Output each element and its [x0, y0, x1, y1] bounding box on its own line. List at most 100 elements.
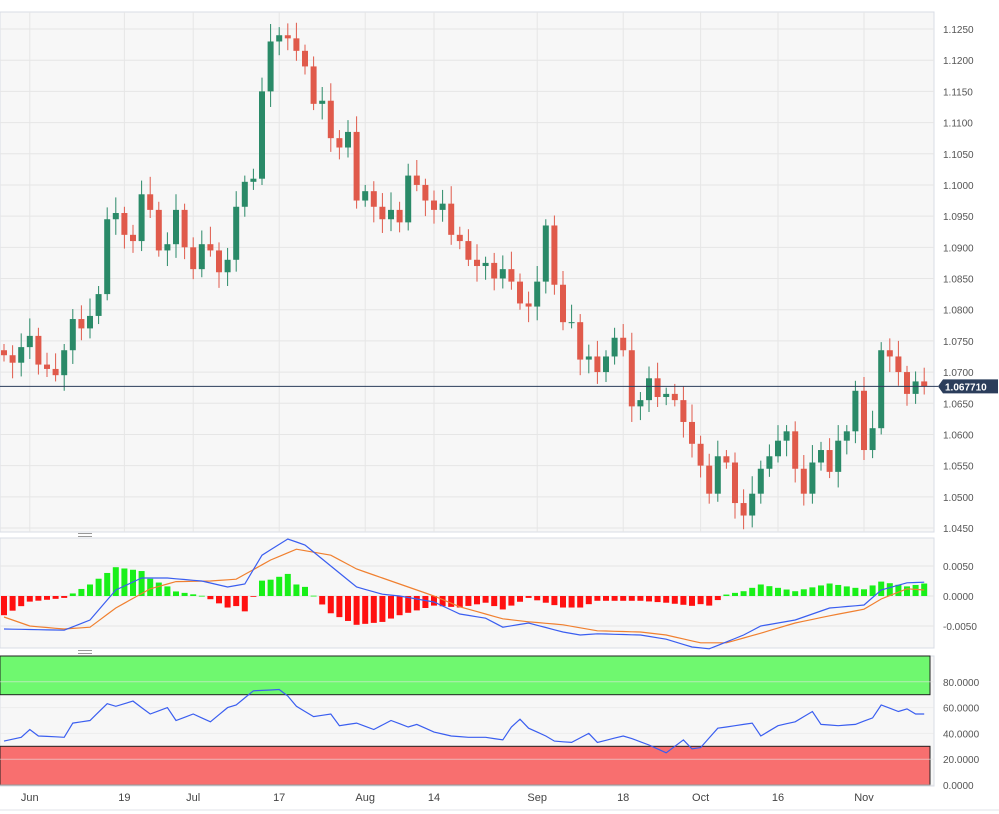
last-price-label: 1.067710 — [945, 382, 987, 393]
candle-up — [198, 244, 205, 270]
macd-histogram-bar — [319, 596, 326, 605]
macd-histogram-bar — [1, 596, 7, 616]
price-tick-label: 1.0800 — [943, 306, 974, 317]
macd-histogram-bar — [35, 596, 42, 601]
macd-histogram-bar — [620, 596, 627, 601]
macd-histogram-bar — [138, 571, 145, 596]
candle-up — [112, 213, 119, 220]
macd-histogram-bar — [87, 584, 93, 596]
candle-up — [250, 178, 257, 182]
candle-down — [9, 355, 16, 363]
macd-signal-line — [3, 548, 925, 644]
macd-histogram-bar — [517, 596, 523, 602]
x-tick-label: 19 — [118, 792, 130, 804]
panel-resize-handle — [78, 536, 92, 537]
candle-up — [534, 281, 541, 307]
macd-histogram-bar — [155, 582, 162, 596]
macd-histogram-bar — [508, 596, 515, 606]
candle-up — [499, 269, 506, 279]
macd-histogram-bar — [560, 596, 566, 608]
macd-histogram-bar — [44, 596, 50, 600]
candle-down — [1, 350, 7, 356]
macd-histogram-bar — [370, 596, 377, 623]
candle-down — [921, 381, 928, 387]
price-tick-label: 1.0500 — [943, 493, 974, 504]
macd-histogram-bar — [611, 596, 618, 601]
price-tick-label: 1.0550 — [943, 462, 974, 473]
macd-histogram-bar — [603, 596, 609, 601]
candle-down — [895, 356, 902, 373]
candle-down — [654, 378, 661, 398]
macd-histogram-bar — [714, 596, 721, 601]
candle-down — [396, 209, 403, 223]
macd-histogram-bar — [499, 596, 506, 610]
rsi-tick-label: 40.0000 — [943, 729, 980, 740]
x-tick-label: 14 — [428, 792, 440, 804]
candle-up — [173, 209, 179, 245]
candle-down — [121, 213, 128, 235]
macd-histogram-bar — [826, 583, 833, 596]
candle-up — [852, 390, 859, 432]
macd-histogram-bar — [9, 596, 16, 611]
candle-down — [723, 456, 730, 463]
candle-up — [319, 100, 326, 104]
candle-up — [714, 456, 721, 494]
candle-up — [646, 378, 652, 401]
macd-histogram-bar — [336, 596, 343, 618]
candle-up — [388, 209, 394, 220]
price-tick-label: 1.1150 — [943, 87, 973, 98]
candle-down — [310, 66, 317, 104]
candle-down — [181, 209, 188, 248]
macd-histogram-bar — [181, 592, 188, 596]
candle-up — [775, 440, 781, 457]
candle-down — [413, 175, 420, 185]
macd-histogram-bar — [895, 584, 902, 596]
macd-histogram-bar — [413, 596, 420, 611]
macd-histogram-bar — [878, 581, 885, 596]
price-tick-label: 1.1100 — [943, 119, 973, 130]
macd-histogram-bar — [61, 596, 68, 598]
candle-down — [628, 350, 635, 407]
candle-down — [706, 465, 713, 494]
candle-down — [886, 350, 893, 357]
macd-histogram-bar — [190, 594, 197, 596]
candle-up — [611, 337, 618, 357]
x-tick-label: Jun — [21, 792, 39, 804]
candle-up — [345, 131, 351, 148]
macd-histogram-bar — [680, 596, 687, 605]
candle-up — [482, 262, 489, 267]
macd-histogram-bar — [396, 596, 403, 616]
macd-histogram-bar — [637, 596, 644, 601]
candle-down — [448, 203, 455, 235]
macd-tick-label: -0.0050 — [943, 622, 977, 633]
macd-histogram-bar — [757, 584, 764, 596]
candle-down — [525, 303, 532, 307]
candle-up — [663, 393, 670, 398]
rsi-line — [3, 688, 925, 754]
macd-histogram-bar — [422, 596, 429, 608]
candle-down — [327, 100, 334, 139]
candle-down — [431, 200, 437, 210]
candle-down — [620, 337, 627, 351]
macd-histogram-bar — [259, 580, 265, 596]
panel-resize-handle[interactable] — [78, 533, 92, 534]
macd-histogram-bar — [766, 586, 773, 596]
macd-histogram-bar — [482, 596, 489, 603]
candle-up — [164, 244, 171, 251]
price-tick-label: 1.0900 — [943, 243, 974, 254]
rsi-overbought-zone — [0, 655, 931, 696]
candle-down — [560, 284, 566, 323]
macd-histogram-bar — [405, 596, 412, 613]
candle-up — [267, 41, 274, 92]
candle-down — [680, 400, 687, 422]
macd-histogram-bar — [740, 591, 747, 596]
macd-tick-label: 0.0000 — [943, 592, 974, 603]
macd-histogram-bar — [852, 587, 859, 596]
macd-histogram-bar — [474, 596, 480, 605]
panel-resize-handle[interactable] — [78, 650, 92, 651]
macd-histogram-bar — [448, 596, 455, 607]
macd-histogram-bar — [800, 589, 807, 596]
macd-histogram-bar — [465, 596, 472, 606]
candle-up — [87, 315, 93, 329]
